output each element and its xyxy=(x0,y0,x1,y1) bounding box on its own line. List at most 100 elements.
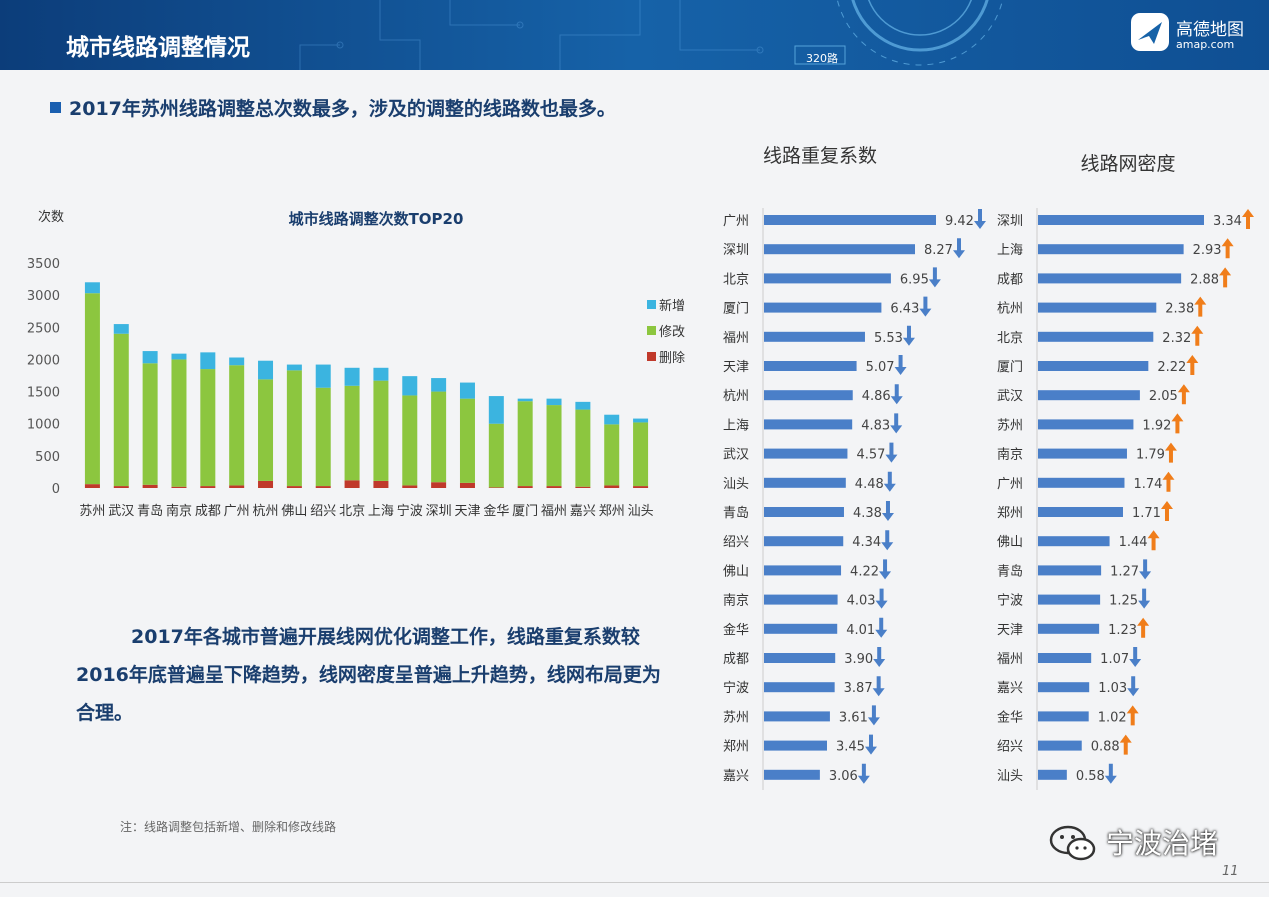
ranking-value-label: 3.45 xyxy=(836,740,865,755)
header-banner: 城市线路调整情况 320路 高德地图 amap.com xyxy=(0,0,1269,70)
ranking-bar xyxy=(764,390,853,401)
ranking-city-label: 佛山 xyxy=(997,535,1023,550)
bar-新增 xyxy=(431,378,447,392)
ranking-bar xyxy=(1038,477,1125,488)
bar-删除 xyxy=(344,480,360,488)
bar-修改 xyxy=(575,409,591,487)
arrow-down-icon xyxy=(1138,588,1151,609)
ranking-city-label: 汕头 xyxy=(997,769,1023,784)
x-tick-label: 上海 xyxy=(368,504,394,519)
arrow-up-icon xyxy=(1219,267,1232,288)
bar-删除 xyxy=(171,486,187,488)
bar-删除 xyxy=(200,486,216,488)
ranking-value-label: 1.44 xyxy=(1119,535,1148,550)
bar-修改 xyxy=(546,405,562,487)
bar-修改 xyxy=(171,359,187,487)
ranking-bar xyxy=(764,653,836,663)
bar-修改 xyxy=(633,422,649,487)
legend-swatch xyxy=(647,326,656,335)
bar-新增 xyxy=(315,364,331,388)
legend-swatch xyxy=(647,300,656,309)
ranking-value-label: 2.93 xyxy=(1193,243,1222,258)
amap-logo-icon xyxy=(1131,13,1169,51)
ranking-value-label: 4.22 xyxy=(850,564,879,579)
ranking-bar xyxy=(764,711,830,722)
ranking-bar xyxy=(764,769,820,780)
bar-删除 xyxy=(546,486,562,488)
footer-divider xyxy=(0,882,1269,883)
ranking-city-label: 佛山 xyxy=(723,564,749,579)
ranking-value-label: 4.01 xyxy=(846,623,875,638)
bar-新增 xyxy=(373,367,389,381)
x-tick-label: 北京 xyxy=(339,504,365,519)
arrow-up-icon xyxy=(1221,238,1234,259)
ranking-bar xyxy=(1038,769,1067,780)
ranking-bar xyxy=(764,331,865,342)
headline: 2017年苏州线路调整总次数最多，涉及的调整的线路数也最多。 xyxy=(50,94,616,121)
ranking-bar xyxy=(764,244,916,255)
arrow-down-icon xyxy=(1104,763,1117,784)
road-label: 320路 xyxy=(806,52,838,65)
ranking-value-label: 1.03 xyxy=(1098,681,1127,696)
ranking-bar xyxy=(1038,273,1182,284)
ranking-bar xyxy=(764,565,842,576)
ranking-city-label: 杭州 xyxy=(997,302,1023,317)
y-tick-label: 1000 xyxy=(27,418,60,433)
arrow-down-icon xyxy=(919,296,932,317)
ranking-value-label: 2.88 xyxy=(1190,272,1219,287)
bar-新增 xyxy=(113,324,129,334)
ranking-city-label: 绍兴 xyxy=(997,740,1023,755)
ranking-value-label: 9.42 xyxy=(945,214,974,229)
bar-修改 xyxy=(200,369,216,487)
brand[interactable]: 高德地图 amap.com xyxy=(1130,12,1260,56)
y-axis-label: 次数 xyxy=(38,209,64,225)
ranking-value-label: 1.74 xyxy=(1133,477,1162,492)
arrow-up-icon xyxy=(1177,384,1190,405)
bar-删除 xyxy=(113,486,129,488)
adjustment-count-chart: 次数 城市线路调整次数TOP20 0 500 1000 1500 2000 2500 3000 3… xyxy=(27,209,685,519)
x-tick-label: 天津 xyxy=(454,504,480,519)
ranking-city-label: 青岛 xyxy=(997,563,1023,579)
bar-删除 xyxy=(142,484,158,488)
bar-修改 xyxy=(229,365,245,486)
ranking-city-label: 成都 xyxy=(723,652,749,667)
arrow-down-icon xyxy=(890,413,903,434)
arrow-down-icon xyxy=(881,501,894,521)
arrow-up-icon xyxy=(1242,209,1254,229)
bar-修改 xyxy=(315,387,331,487)
ranking-city-label: 上海 xyxy=(723,418,749,433)
bar-删除 xyxy=(258,480,274,488)
ranking-bar xyxy=(1038,419,1134,430)
ranking-city-label: 武汉 xyxy=(723,448,749,463)
x-tick-label: 佛山 xyxy=(281,504,307,519)
bar-修改 xyxy=(431,391,447,483)
ranking-value-label: 1.02 xyxy=(1098,710,1127,725)
legend-label: 删除 xyxy=(659,351,685,366)
x-tick-label: 福州 xyxy=(541,504,567,519)
ranking-bar xyxy=(1038,740,1082,751)
bar-新增 xyxy=(575,401,591,410)
bar-新增 xyxy=(200,352,216,370)
x-tick-label: 广州 xyxy=(224,504,250,519)
ranking-value-label: 1.07 xyxy=(1100,652,1129,667)
arrow-down-icon xyxy=(902,325,915,346)
y-tick-label: 2000 xyxy=(27,353,60,368)
bar-新增 xyxy=(459,382,475,399)
ranking-bar xyxy=(1038,565,1102,576)
arrow-down-icon xyxy=(872,676,885,697)
arrow-down-icon xyxy=(883,471,896,492)
ranking-value-label: 3.06 xyxy=(829,769,858,784)
bar-删除 xyxy=(286,486,302,488)
summary-paragraph: 2017年各城市普遍开展线网优化调整工作，线路重复系数较2016年底普遍呈下降趋… xyxy=(76,626,661,724)
ranking-city-label: 青岛 xyxy=(723,505,749,521)
ranking-city-label: 厦门 xyxy=(723,302,749,317)
watermark-text: 宁波治堵 xyxy=(1106,827,1219,860)
ranking-value-label: 3.87 xyxy=(844,681,873,696)
ranking-city-label: 苏州 xyxy=(723,709,749,725)
arrow-down-icon xyxy=(867,705,880,726)
ranking-title: 线路重复系数 xyxy=(763,145,877,167)
ranking-city-label: 天津 xyxy=(997,623,1023,638)
ranking-city-label: 天津 xyxy=(723,360,749,375)
watermark: 宁波治堵 xyxy=(1048,820,1248,864)
